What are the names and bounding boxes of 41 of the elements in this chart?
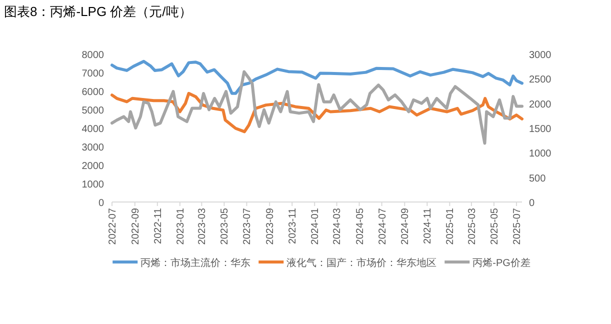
y2-tick-label: 500 bbox=[529, 173, 546, 184]
x-tick-label: 2023-01 bbox=[175, 208, 186, 245]
line-series bbox=[110, 60, 524, 95]
y2-tick-label: 1000 bbox=[529, 148, 552, 160]
x-tick-label: 2024-09 bbox=[400, 208, 412, 245]
x-tick-label: 2025-01 bbox=[445, 208, 456, 245]
y-tick-label: 6000 bbox=[82, 87, 104, 98]
x-tick-label: 2024-05 bbox=[354, 208, 366, 245]
y-tick-label: 0 bbox=[98, 198, 104, 209]
y2-tick-label: 0 bbox=[529, 198, 535, 209]
x-tick-label: 2024-03 bbox=[332, 208, 344, 245]
x-tick-label: 2023-07 bbox=[242, 208, 254, 245]
x-tick-label: 2023-09 bbox=[265, 208, 276, 245]
x-tick-label: 2025-07 bbox=[512, 208, 523, 245]
y-tick-label: 1000 bbox=[82, 180, 104, 190]
y2-tick-label: 3000 bbox=[529, 50, 552, 61]
x-tick-label: 2025-03 bbox=[466, 208, 478, 245]
x-tick-label: 2024-07 bbox=[377, 208, 388, 245]
legend-label: 丙烯-PG价差 bbox=[472, 257, 530, 269]
x-tick-label: 2022-07 bbox=[108, 208, 118, 245]
y2-tick-label: 1500 bbox=[529, 124, 552, 135]
x-tick-label: 2023-11 bbox=[288, 208, 299, 244]
y-tick-label: 4000 bbox=[82, 124, 104, 135]
x-tick-label: 2022-09 bbox=[130, 208, 142, 245]
y-tick-label: 5000 bbox=[82, 106, 104, 116]
x-tick-label: 2025-05 bbox=[489, 208, 500, 245]
x-tick-label: 2023-05 bbox=[220, 208, 231, 245]
x-tick-label: 2023-03 bbox=[197, 208, 208, 245]
y2-tick-label: 2500 bbox=[529, 74, 552, 86]
y2-tick-label: 2000 bbox=[529, 99, 552, 110]
legend-label: 液化气：国产：市场价：华东地区 bbox=[286, 257, 437, 269]
x-tick-label: 2024-01 bbox=[310, 208, 322, 245]
y-tick-label: 3000 bbox=[82, 142, 104, 154]
y-tick-label: 7000 bbox=[82, 68, 104, 80]
x-tick-label: 2022-11 bbox=[152, 208, 164, 244]
line-series bbox=[110, 70, 524, 145]
y-tick-label: 2000 bbox=[82, 161, 104, 172]
legend-label: 丙烯：市场主流价：华东 bbox=[140, 257, 251, 269]
x-tick-label: 2024-11 bbox=[422, 208, 434, 244]
y-tick-label: 8000 bbox=[82, 50, 104, 61]
chart-title: 图表8：丙烯-LPG 价差（元/吨） bbox=[4, 4, 192, 19]
